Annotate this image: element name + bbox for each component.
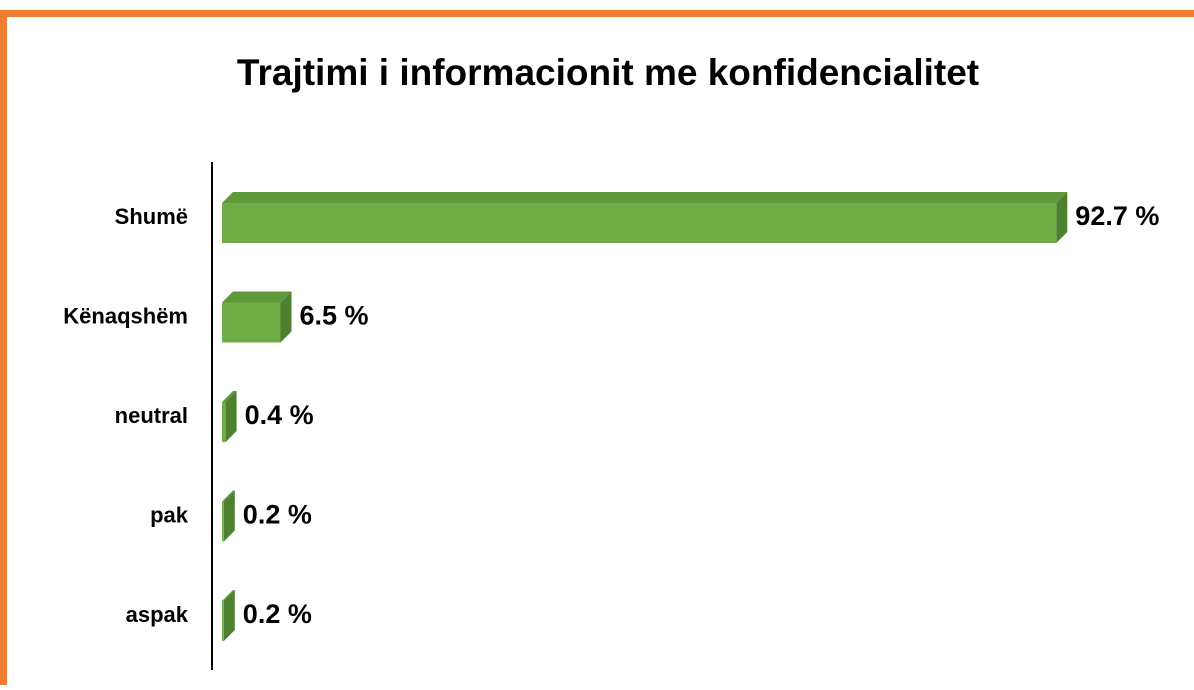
bar-side (223, 590, 235, 641)
category-label: Kënaqshëm (63, 303, 188, 328)
value-label: 6.5 % (300, 301, 369, 331)
bar (222, 402, 226, 442)
value-label: 0.2 % (243, 599, 312, 629)
value-label: 0.2 % (243, 500, 312, 530)
frame-left (0, 10, 7, 685)
bar-side (223, 490, 235, 542)
bar-top (222, 291, 292, 303)
bar (222, 302, 281, 343)
bar (222, 601, 224, 641)
bar-side (225, 391, 237, 442)
category-label: neutral (115, 403, 188, 428)
bar-top (222, 590, 235, 601)
category-label: aspak (126, 602, 189, 627)
bar-side (1056, 192, 1068, 243)
bar (222, 203, 1057, 243)
bar-top (222, 391, 237, 402)
chart-title: Trajtimi i informacionit me konfidencial… (237, 52, 979, 93)
value-label: 0.4 % (245, 400, 314, 430)
bar-top (222, 192, 1068, 203)
bar-side (280, 291, 292, 343)
category-label: pak (150, 502, 189, 527)
bar-top (222, 490, 235, 502)
value-label: 92.7 % (1075, 201, 1159, 231)
category-label: Shumë (115, 204, 188, 229)
frame-top (0, 10, 1194, 17)
bar (222, 501, 224, 542)
